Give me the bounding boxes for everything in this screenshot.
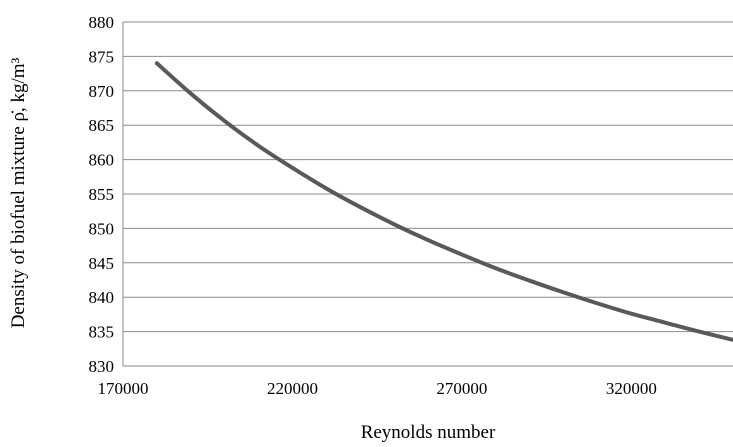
x-tick-label: 270000 [436,379,487,398]
series [154,61,733,342]
y-tick-label: 845 [89,254,115,273]
y-axis-title: Density of biofuel mixture ρ̇, kg/m³ [8,57,29,328]
y-tick-label: 850 [89,219,115,238]
y-tick-label: 870 [89,82,115,101]
y-tick-label: 855 [89,185,115,204]
x-tick-label: 320000 [606,379,657,398]
x-tick-label: 170000 [98,379,149,398]
y-tick-label: 875 [89,47,115,66]
y-tick-label: 880 [89,13,115,32]
y-tick-label: 830 [89,357,115,376]
axes [122,22,733,367]
y-tick-label: 840 [89,288,115,307]
tick-labels: 830 835 840 845 850 855 860 865 870 875 880 170000 2… [89,13,657,398]
series-line-0 [154,61,733,342]
gridlines [123,21,733,333]
y-tick-label: 865 [89,116,115,135]
y-tick-label: 835 [89,323,115,342]
x-tick-label: 220000 [267,379,318,398]
y-tick-label: 860 [89,151,115,170]
x-axis-title: Reynolds number [361,422,496,443]
